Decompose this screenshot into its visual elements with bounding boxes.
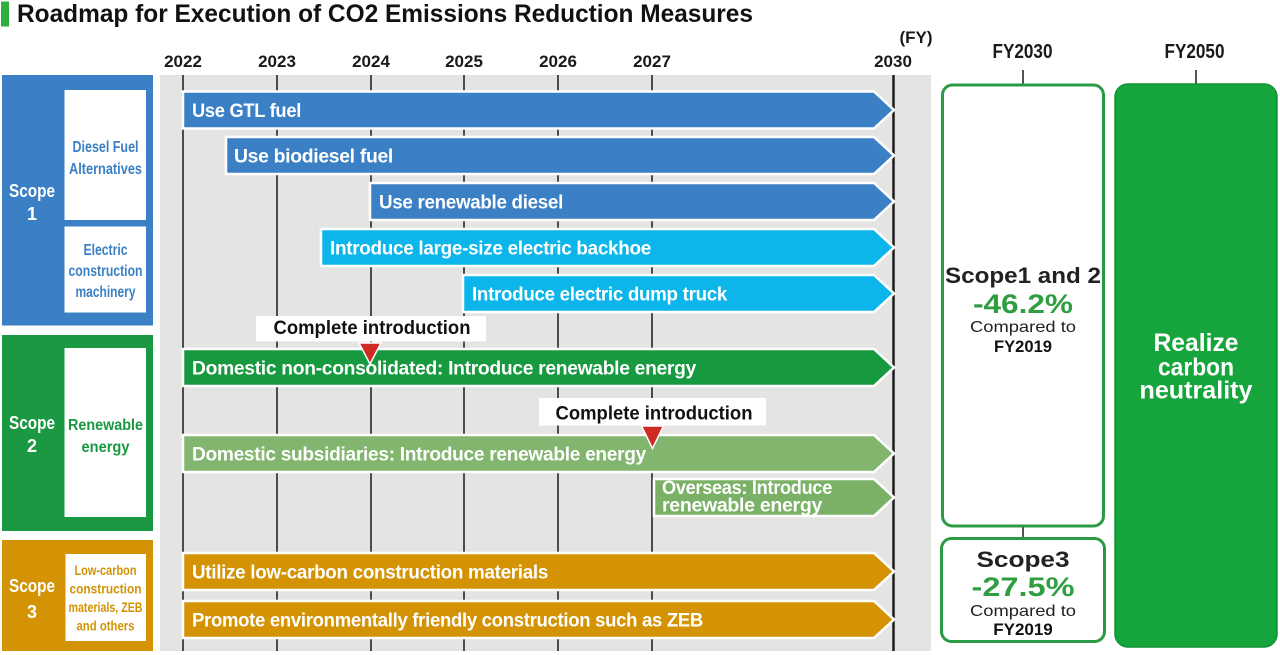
svg-text:Diesel Fuel: Diesel Fuel: [73, 139, 139, 156]
svg-text:Use GTL fuel: Use GTL fuel: [192, 101, 301, 122]
svg-text:energy: energy: [82, 439, 130, 456]
svg-text:FY2019: FY2019: [993, 620, 1053, 639]
svg-text:Alternatives: Alternatives: [69, 161, 142, 178]
svg-text:carbon: carbon: [1158, 354, 1234, 382]
svg-text:Domestic subsidiaries: Introdu: Domestic subsidiaries: Introduce renewab…: [192, 445, 647, 466]
svg-text:Promote environmentally friend: Promote environmentally friendly constru…: [192, 611, 703, 632]
svg-text:and others: and others: [77, 619, 135, 634]
svg-text:Realize: Realize: [1154, 329, 1239, 357]
svg-text:2: 2: [27, 436, 37, 456]
svg-text:Use renewable diesel: Use renewable diesel: [379, 193, 563, 214]
svg-text:(FY): (FY): [899, 28, 932, 47]
svg-text:2026: 2026: [539, 52, 577, 71]
svg-text:Compared to: Compared to: [970, 319, 1076, 336]
svg-text:construction: construction: [70, 582, 142, 597]
svg-text:renewable energy: renewable energy: [662, 496, 823, 517]
svg-text:Overseas: Introduce: Overseas: Introduce: [662, 478, 832, 499]
svg-text:Renewable: Renewable: [68, 417, 143, 434]
svg-text:2023: 2023: [258, 52, 296, 71]
svg-text:FY2050: FY2050: [1165, 41, 1225, 63]
svg-text:Utilize low-carbon constructio: Utilize low-carbon construction material…: [192, 563, 548, 584]
svg-text:2024: 2024: [352, 52, 390, 71]
svg-text:machinery: machinery: [76, 284, 136, 301]
svg-text:2025: 2025: [445, 52, 483, 71]
svg-text:Scope: Scope: [9, 181, 55, 201]
svg-text:Introduce large-size electric: Introduce large-size electric backhoe: [330, 239, 651, 260]
svg-text:Domestic non-consolidated: Int: Domestic non-consolidated: Introduce ren…: [192, 359, 697, 380]
svg-text:Scope: Scope: [9, 576, 55, 596]
svg-text:2022: 2022: [164, 52, 202, 71]
svg-text:FY2030: FY2030: [993, 41, 1053, 63]
svg-text:Complete introduction: Complete introduction: [556, 403, 753, 425]
svg-text:Low-carbon: Low-carbon: [75, 563, 137, 578]
svg-text:FY2019: FY2019: [994, 337, 1052, 356]
svg-text:2027: 2027: [633, 52, 671, 71]
svg-text:1: 1: [27, 204, 37, 224]
svg-text:Electric: Electric: [84, 242, 128, 259]
svg-text:Roadmap for Execution of CO2 E: Roadmap for Execution of CO2 Emissions R…: [17, 0, 753, 28]
svg-text:construction: construction: [69, 263, 143, 280]
svg-text:Complete introduction: Complete introduction: [274, 317, 471, 339]
svg-text:Use biodiesel fuel: Use biodiesel fuel: [234, 147, 393, 168]
svg-text:2030: 2030: [874, 52, 912, 71]
svg-text:-27.5%: -27.5%: [972, 572, 1075, 602]
svg-text:3: 3: [27, 602, 37, 622]
svg-text:Scope1 and 2: Scope1 and 2: [945, 263, 1101, 288]
svg-text:neutrality: neutrality: [1140, 377, 1253, 405]
svg-text:-46.2%: -46.2%: [973, 289, 1073, 319]
svg-text:Introduce electric dump truck: Introduce electric dump truck: [472, 285, 728, 306]
svg-text:Scope3: Scope3: [977, 547, 1070, 572]
svg-text:Compared to: Compared to: [970, 603, 1076, 620]
svg-text:Scope: Scope: [9, 413, 55, 433]
svg-text:materials, ZEB: materials, ZEB: [69, 600, 143, 615]
